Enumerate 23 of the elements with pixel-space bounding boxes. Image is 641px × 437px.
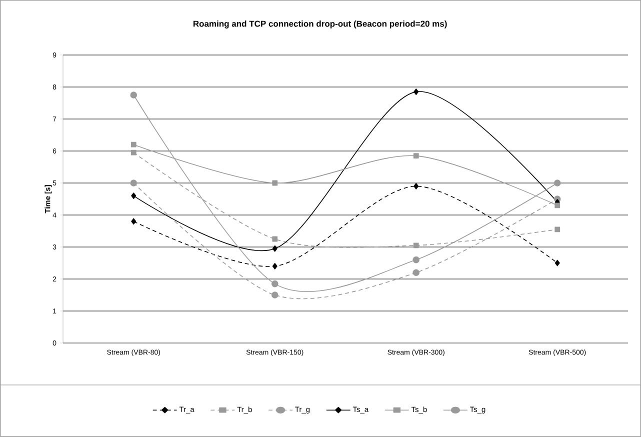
point <box>271 280 278 288</box>
point <box>412 256 420 264</box>
point <box>554 260 560 266</box>
chart-title: Roaming and TCP connection drop-out (Beacon period=20 ms) <box>193 20 447 28</box>
point <box>130 142 136 148</box>
point <box>272 262 278 270</box>
point <box>413 242 419 248</box>
point <box>271 292 278 298</box>
point <box>554 202 560 208</box>
point <box>554 226 560 232</box>
point <box>130 150 136 156</box>
point <box>272 180 278 186</box>
point <box>272 236 278 242</box>
point <box>130 92 138 98</box>
point <box>414 182 419 190</box>
point <box>131 192 136 199</box>
point <box>130 180 138 186</box>
point <box>554 180 561 186</box>
point <box>413 153 419 158</box>
point <box>272 245 278 252</box>
point <box>412 269 420 276</box>
point <box>131 218 136 225</box>
point <box>414 88 419 96</box>
